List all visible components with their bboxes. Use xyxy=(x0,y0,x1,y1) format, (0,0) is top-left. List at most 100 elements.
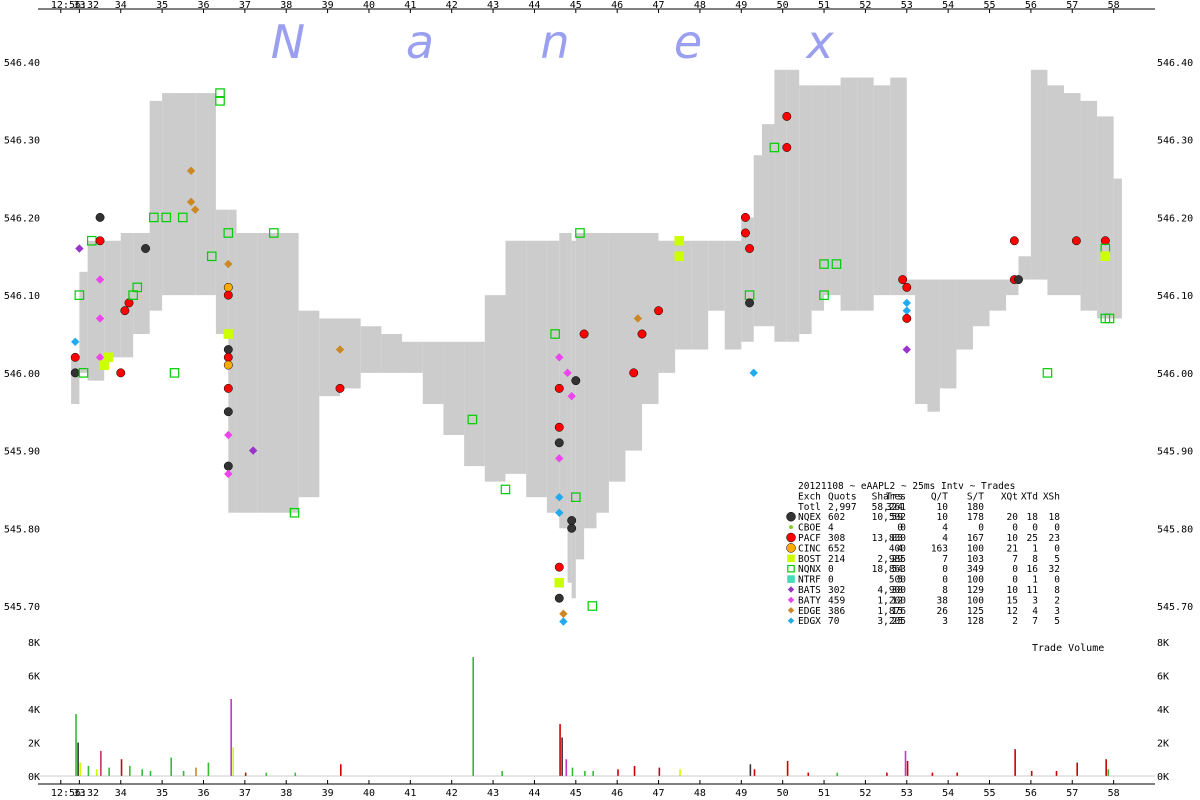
y-tick-label-right: 546.00 xyxy=(1157,369,1193,380)
trade-marker-edge xyxy=(224,259,233,269)
trade-marker-edge xyxy=(191,205,200,214)
nbbo-band-segment xyxy=(1018,256,1031,280)
x-tick-label-top: 52 xyxy=(859,0,871,11)
x-tick-label-bottom: 33 xyxy=(73,788,85,799)
volume-bars xyxy=(75,657,1110,776)
y-tick-label-right: 546.20 xyxy=(1157,213,1193,224)
legend-row-cell: 13,830 xyxy=(872,533,907,544)
legend-row-cell: 29 xyxy=(892,554,904,565)
nbbo-band-segment xyxy=(298,310,320,498)
x-tick-label-top: 56 xyxy=(1025,0,1037,11)
nbbo-band-segment xyxy=(546,240,560,513)
y-tick-label-right: 546.40 xyxy=(1157,58,1193,69)
volume-bar xyxy=(786,760,789,776)
nbbo-band-segment xyxy=(786,69,800,342)
x-tick-label-top: 40 xyxy=(363,0,375,11)
trade-marker-nqex xyxy=(567,523,577,533)
nbbo-band-segment xyxy=(642,232,659,404)
trade-marker-bost xyxy=(223,329,234,339)
trade-marker-nqnx xyxy=(149,212,159,223)
nbbo-band-segment xyxy=(608,232,626,482)
x-tick-label-bottom: 52 xyxy=(859,788,871,799)
legend-row-cell: CBOE xyxy=(798,523,821,534)
trade-marker-nqnx xyxy=(1104,313,1115,324)
volume-bar xyxy=(836,772,839,776)
x-tick-label-bottom: 44 xyxy=(528,788,540,799)
trade-marker-bost xyxy=(99,360,109,370)
x-tick-label-top: 49 xyxy=(735,0,747,11)
nbbo-band-segment xyxy=(215,209,229,334)
legend-marker-nqnx xyxy=(787,564,795,573)
trade-marker-baty xyxy=(224,430,233,440)
trade-marker-pacf xyxy=(637,329,647,339)
y-tick-label-right: 545.90 xyxy=(1157,447,1193,458)
legend-marker-cboe xyxy=(789,525,793,530)
volume-tick-label-left: 4K xyxy=(28,705,40,716)
trade-marker-nqnx xyxy=(215,88,225,98)
volume-bar xyxy=(77,742,79,776)
nbbo-band-segment xyxy=(575,232,585,560)
nbbo-band-segment xyxy=(675,240,692,350)
trade-marker-nqnx xyxy=(169,368,180,378)
nbbo-band-segment xyxy=(571,240,576,599)
legend-row-cell: 7 xyxy=(1032,616,1038,627)
legend-row-cell: 0 xyxy=(942,564,948,575)
y-tick-label-left: 546.10 xyxy=(4,291,40,302)
legend-row-cell: NQNX xyxy=(798,564,821,575)
legend-header-cell: Exch xyxy=(798,491,821,502)
y-tick-label-left: 546.40 xyxy=(4,58,40,69)
axes: 12:56:3212:56:32333334343535363637373838… xyxy=(4,0,1193,799)
trade-marker-nqnx xyxy=(269,228,279,238)
trade-marker-cinc xyxy=(223,282,233,292)
legend-row-cell: 0 xyxy=(1054,543,1060,554)
trade-marker-pacf xyxy=(116,368,126,378)
legend-row-cell: 0 xyxy=(828,575,834,586)
volume-bar xyxy=(1055,770,1058,776)
legend-header-cell: XTd xyxy=(1021,491,1038,502)
legend-row-cell: 129 xyxy=(967,585,984,596)
volume-bar xyxy=(584,770,586,776)
volume-bar xyxy=(95,769,98,776)
legend-row-cell: 302 xyxy=(828,585,845,596)
trade-marker-pacf xyxy=(70,352,80,362)
legend-row-cell: 4 xyxy=(942,523,948,534)
legend-row-cell: 25 xyxy=(1027,533,1038,544)
legend-row-cell: NQEX xyxy=(798,512,821,523)
x-tick-label-bottom: 37 xyxy=(239,788,251,799)
nbbo-band-segment xyxy=(927,279,940,412)
legend-marker-edgx xyxy=(787,617,795,624)
nbbo-band-segment xyxy=(484,295,506,482)
nbbo-band-segment xyxy=(1047,85,1064,296)
trade-marker-nqex xyxy=(223,407,233,417)
x-tick-label-bottom: 57 xyxy=(1066,788,1078,799)
legend-row-cell: 0 xyxy=(1032,523,1038,534)
trade-marker-edge xyxy=(335,345,345,354)
x-tick-label-bottom: 39 xyxy=(322,788,334,799)
x-tick-label-bottom: 55 xyxy=(983,788,995,799)
x-tick-label-bottom: 41 xyxy=(404,788,416,799)
volume-bar xyxy=(956,772,959,776)
trade-marker-nqnx xyxy=(206,251,217,262)
volume-bar xyxy=(886,772,888,776)
legend-row-cell: 4 xyxy=(828,523,834,534)
x-tick-label-top: 37 xyxy=(239,0,251,11)
legend-row-cell: 83 xyxy=(892,533,903,544)
volume-bar xyxy=(207,762,210,776)
nbbo-band-segment xyxy=(596,232,609,513)
legend-header-cell: XSh xyxy=(1043,491,1060,502)
volume-bar xyxy=(617,769,619,776)
nbbo-band-segment xyxy=(257,232,278,513)
legend-total-cell: 58,261 xyxy=(872,502,907,513)
trade-marker-pacf xyxy=(740,228,750,238)
legend-row-cell: NTRF xyxy=(798,575,821,586)
volume-bar xyxy=(294,772,297,776)
legend-row-cell: 54 xyxy=(892,564,904,575)
volume-tick-label-right: 8K xyxy=(1157,638,1169,649)
nbbo-band-segment xyxy=(753,155,762,327)
legend-row-cell: 178 xyxy=(967,512,984,523)
nbbo-band-segment xyxy=(584,232,597,529)
nbbo-band-segment xyxy=(559,232,568,529)
nbbo-band-segment xyxy=(443,341,465,436)
volume-bar xyxy=(195,767,197,776)
trade-marker-nqnx xyxy=(78,368,89,378)
